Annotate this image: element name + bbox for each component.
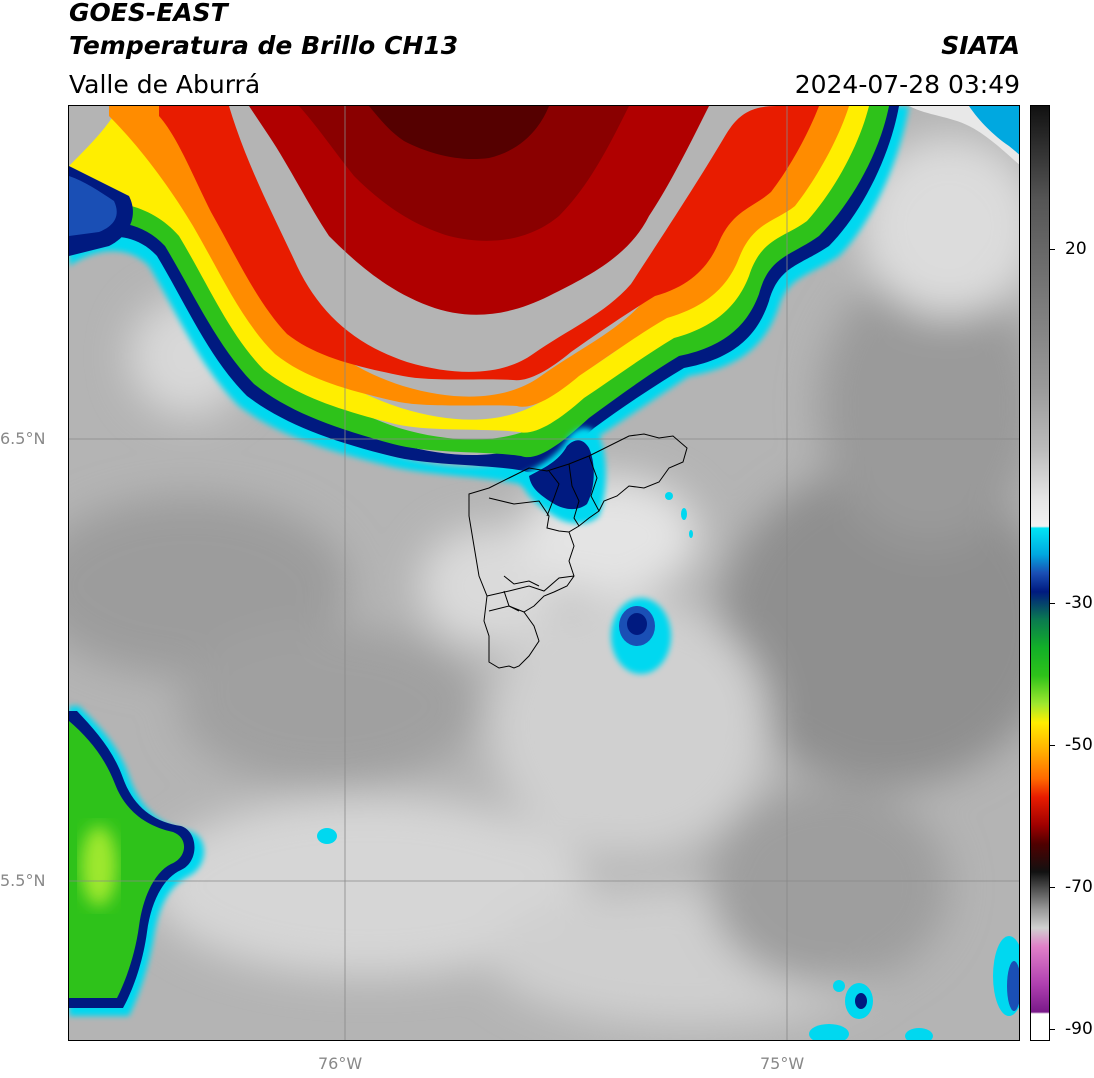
cbar-tick-mark bbox=[1050, 1029, 1055, 1030]
satellite-map bbox=[68, 105, 1020, 1041]
graticule bbox=[69, 106, 1019, 1040]
satellite-title: GOES-EAST bbox=[69, 0, 228, 27]
municipal-boundaries bbox=[468, 433, 688, 669]
lat-label: 5.5°N bbox=[0, 871, 46, 890]
cbar-label: -70 bbox=[1065, 877, 1093, 897]
product-title: Temperatura de Brillo CH13 bbox=[69, 31, 459, 60]
convective-cloud-north bbox=[69, 106, 909, 488]
convective-cloud-southwest bbox=[69, 706, 204, 1016]
cbar-tick-mark bbox=[1050, 249, 1055, 250]
cbar-label: -50 bbox=[1065, 735, 1093, 755]
isolated-cell bbox=[611, 598, 671, 674]
cbar-tick-mark bbox=[1050, 745, 1055, 746]
timestamp-title: 2024-07-28 03:49 bbox=[794, 70, 1020, 99]
source-title: SIATA bbox=[941, 31, 1020, 60]
brightness-temperature-field bbox=[69, 106, 1019, 1040]
lon-label: 75°W bbox=[760, 1054, 805, 1073]
colorbar bbox=[1030, 105, 1050, 1041]
small-cells-southeast bbox=[317, 492, 1019, 1040]
cbar-label: 20 bbox=[1065, 239, 1087, 259]
cbar-label: -30 bbox=[1065, 593, 1093, 613]
lat-label: 6.5°N bbox=[0, 429, 46, 448]
cbar-tick-mark bbox=[1050, 603, 1055, 604]
cloud-texture bbox=[69, 136, 1019, 1026]
cbar-tick-mark bbox=[1050, 887, 1055, 888]
lon-label: 76°W bbox=[318, 1054, 363, 1073]
region-title: Valle de Aburrá bbox=[69, 70, 261, 99]
convective-tail bbox=[69, 106, 1019, 524]
cbar-label: -90 bbox=[1065, 1019, 1093, 1039]
